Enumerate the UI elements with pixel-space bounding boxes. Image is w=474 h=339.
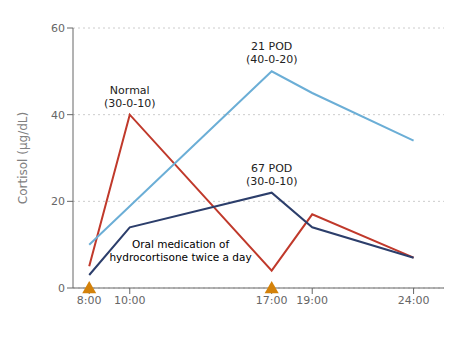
svg-text:40: 40 <box>51 109 65 122</box>
svg-text:24:00: 24:00 <box>398 294 430 307</box>
svg-text:10:00: 10:00 <box>114 294 146 307</box>
svg-text:17:00: 17:00 <box>256 294 288 307</box>
svg-text:Normal(30-0-10): Normal(30-0-10) <box>104 84 156 110</box>
svg-text:60: 60 <box>51 22 65 35</box>
html-text:Oral medication of hydrocortis: Oral medication of hydrocortisone twice … <box>109 237 252 263</box>
svg-text:19:00: 19:00 <box>296 294 328 307</box>
svg-text:67 POD(30-0-10): 67 POD(30-0-10) <box>246 162 298 188</box>
svg-text:0: 0 <box>58 282 65 295</box>
svg-text:21 POD(40-0-20): 21 POD(40-0-20) <box>246 40 298 66</box>
svg-text:Cortisol (μg/dL): Cortisol (μg/dL) <box>16 112 30 204</box>
svg-text:20: 20 <box>51 195 65 208</box>
svg-text:8:00: 8:00 <box>77 294 102 307</box>
